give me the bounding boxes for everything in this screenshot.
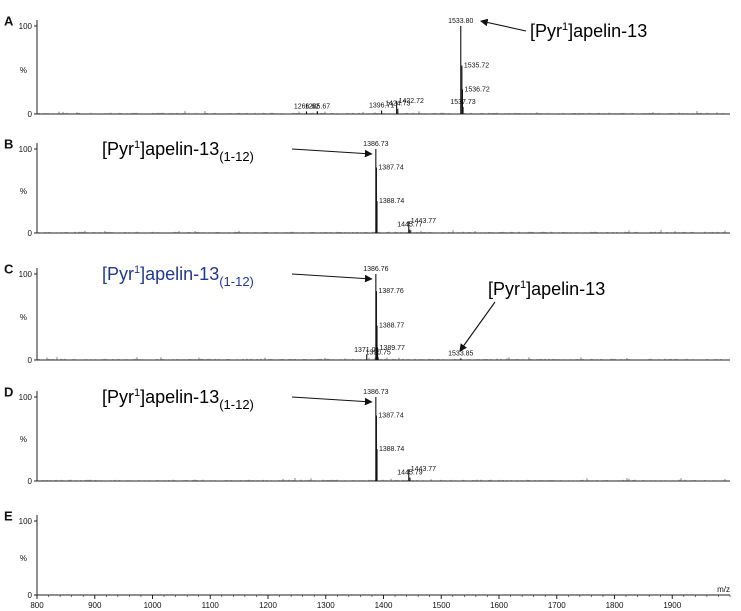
noise-A (38, 111, 726, 114)
panel-label-E: E (4, 509, 13, 524)
peak-label-D-2: 1388.74 (379, 446, 404, 453)
annotation-sup-C-1: 1 (520, 279, 526, 291)
annotation-sub-B-0: (1-12) (219, 149, 254, 164)
peak-label-B-3: 1443.77 (411, 218, 436, 225)
panel-label-C: C (4, 262, 14, 277)
y-tick-label-100-A: 100 (19, 22, 33, 31)
peak-label-A-6: 1535.72 (464, 63, 489, 70)
x-tick-label-1200: 1200 (259, 601, 277, 610)
annotation-arrow-B-0 (291, 148, 373, 158)
panel-label-D: D (4, 385, 13, 400)
y-tick-label-0-E: 0 (28, 591, 33, 600)
peak-label-A-0: 1266.62 (294, 103, 319, 110)
annotation-text-D-0: [Pyr (102, 387, 134, 407)
x-tick-label-1400: 1400 (375, 601, 393, 610)
x-tick-label-1100: 1100 (202, 601, 220, 610)
y-tick-label-0-A: 0 (28, 110, 33, 119)
annotation-after-B-0: ]apelin-13 (140, 139, 219, 159)
annotation-text-A-0: [Pyr (530, 21, 562, 41)
x-tick-label-800: 800 (30, 601, 44, 610)
x-tick-label-1300: 1300 (317, 601, 335, 610)
annotation-arrow-C-1 (459, 301, 496, 352)
x-tick-label-1600: 1600 (490, 601, 508, 610)
peak-label-B-4: 1445.77 (397, 222, 422, 229)
y-axis-label-C: % (20, 313, 27, 322)
y-tick-label-100-D: 100 (19, 393, 33, 402)
peak-label-D-4: 1445.79 (397, 470, 422, 477)
x-axis-label: m/z (717, 585, 730, 594)
y-axis-label-B: % (20, 187, 27, 196)
panel-label-B: B (4, 137, 13, 152)
annotation-after-A-0: ]apelin-13 (568, 21, 647, 41)
peak-label-B-1: 1387.74 (378, 164, 403, 171)
annotation-B-0: [Pyr1]apelin-13(1-12) (102, 139, 254, 164)
peak-label-C-6: 1533.85 (448, 350, 473, 357)
y-tick-label-100-E: 100 (19, 517, 33, 526)
y-axis-label-D: % (20, 435, 27, 444)
peak-label-A-8: 1537.73 (450, 99, 475, 106)
peak-label-C-0: 1371.01 (354, 347, 379, 354)
annotation-sup-B-0: 1 (134, 139, 140, 151)
annotation-text-C-1: [Pyr (488, 279, 520, 299)
peak-label-A-4: 1424.73 (385, 101, 410, 108)
peak-label-B-2: 1388.74 (379, 198, 404, 205)
y-axis-label-E: % (20, 554, 27, 563)
peak-label-C-1: 1386.76 (363, 266, 388, 273)
peak-label-B-0: 1386.73 (363, 141, 388, 148)
annotation-arrow-C-0 (291, 273, 373, 283)
noise-C (38, 357, 726, 360)
y-tick-label-100-C: 100 (19, 270, 33, 279)
annotation-C-1: [Pyr1]apelin-13 (488, 279, 605, 299)
peak-label-C-2: 1387.76 (378, 288, 403, 295)
noise-D (38, 478, 726, 481)
annotation-arrow-A-0 (480, 18, 527, 32)
x-tick-label-1500: 1500 (432, 601, 450, 610)
peak-label-D-1: 1387.74 (378, 412, 403, 419)
peak-label-C-4: 1389.77 (380, 345, 405, 352)
annotation-sub-D-0: (1-12) (219, 397, 254, 412)
peak-label-D-3: 1443.77 (411, 466, 436, 473)
x-tick-label-1000: 1000 (144, 601, 162, 610)
y-axis-label-A: % (20, 66, 27, 75)
annotation-sup-C-0: 1 (134, 264, 140, 276)
y-tick-label-0-C: 0 (28, 356, 33, 365)
annotation-after-C-1: ]apelin-13 (526, 279, 605, 299)
annotation-sup-A-0: 1 (562, 21, 568, 33)
peak-label-D-0: 1386.73 (363, 389, 388, 396)
annotation-text-B-0: [Pyr (102, 139, 134, 159)
peak-label-A-3: 1422.72 (399, 98, 424, 105)
annotation-text-C-0: [Pyr (102, 264, 134, 284)
annotation-after-C-0: ]apelin-13 (140, 264, 219, 284)
annotation-sub-C-0: (1-12) (219, 274, 254, 289)
annotation-sup-D-0: 1 (134, 387, 140, 399)
annotation-D-0: [Pyr1]apelin-13(1-12) (102, 387, 254, 412)
panel-label-A: A (4, 14, 14, 29)
x-tick-label-1900: 1900 (663, 601, 681, 610)
x-tick-label-1700: 1700 (548, 601, 566, 610)
y-tick-label-100-B: 100 (19, 145, 33, 154)
annotation-A-0: [Pyr1]apelin-13 (530, 21, 647, 41)
peak-label-A-2: 1396.71 (369, 102, 394, 109)
y-tick-label-0-B: 0 (28, 229, 33, 238)
y-tick-label-0-D: 0 (28, 477, 33, 486)
x-tick-label-1800: 1800 (606, 601, 624, 610)
noise-B (38, 230, 726, 233)
annotation-after-D-0: ]apelin-13 (140, 387, 219, 407)
peak-label-A-1: 1285.67 (305, 103, 330, 110)
annotation-C-0: [Pyr1]apelin-13(1-12) (102, 264, 254, 289)
peak-label-A-7: 1536.72 (464, 86, 489, 93)
annotation-arrow-D-0 (291, 396, 373, 406)
x-tick-label-900: 900 (88, 601, 102, 610)
peak-label-A-5: 1533.80 (448, 18, 473, 25)
peak-label-C-5: 1390.75 (366, 349, 391, 356)
peak-label-C-3: 1388.77 (379, 323, 404, 330)
